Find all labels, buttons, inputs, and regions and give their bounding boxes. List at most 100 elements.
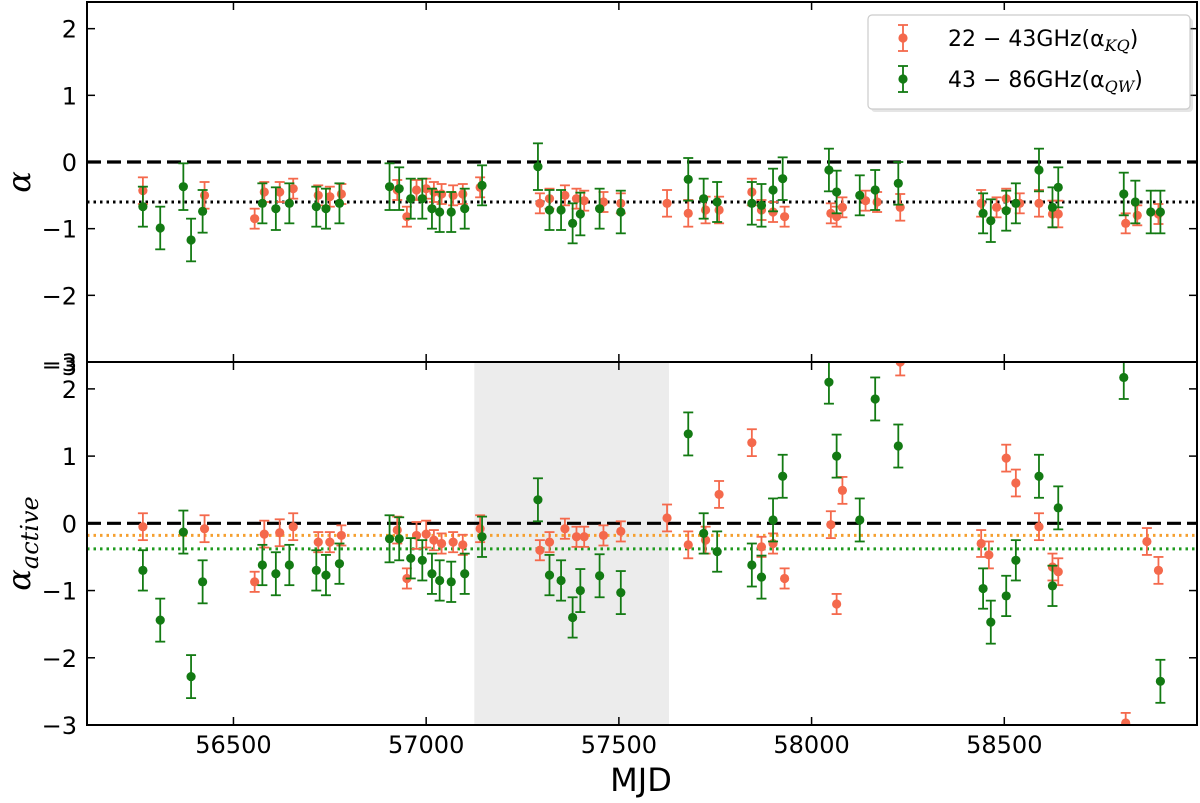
marker bbox=[544, 570, 555, 580]
marker bbox=[976, 198, 986, 208]
marker bbox=[747, 438, 757, 448]
marker bbox=[406, 194, 416, 204]
data-point bbox=[978, 192, 989, 235]
data-point bbox=[978, 567, 989, 610]
marker bbox=[860, 196, 871, 206]
data-point bbox=[534, 192, 545, 215]
data-point bbox=[895, 362, 906, 377]
marker bbox=[313, 190, 323, 200]
data-point bbox=[1001, 574, 1012, 617]
data-point bbox=[434, 559, 445, 602]
marker bbox=[257, 198, 267, 208]
data-point bbox=[428, 529, 439, 552]
data-point bbox=[1010, 468, 1021, 498]
marker bbox=[699, 194, 709, 204]
data-point bbox=[336, 524, 347, 547]
marker bbox=[832, 451, 842, 461]
marker bbox=[1146, 207, 1156, 217]
marker bbox=[756, 200, 767, 210]
data-point bbox=[1053, 485, 1064, 531]
legend: 22 − 43GHz(αKQ) 43 − 86GHz(αQW) bbox=[867, 14, 1193, 112]
marker bbox=[1001, 453, 1011, 463]
data-point bbox=[662, 503, 673, 533]
marker bbox=[1121, 218, 1131, 228]
marker bbox=[778, 471, 788, 481]
marker bbox=[712, 197, 722, 207]
data-point bbox=[1001, 443, 1012, 473]
x-tick-label: 57000 bbox=[388, 731, 464, 759]
marker bbox=[1155, 676, 1165, 686]
marker bbox=[571, 194, 582, 204]
marker bbox=[288, 184, 298, 194]
marker bbox=[284, 198, 294, 208]
marker bbox=[986, 617, 996, 627]
marker bbox=[870, 394, 880, 404]
data-point bbox=[683, 530, 694, 560]
marker bbox=[768, 185, 778, 195]
data-point bbox=[411, 521, 422, 550]
marker bbox=[855, 515, 865, 525]
marker bbox=[1053, 503, 1063, 513]
data-point bbox=[854, 174, 865, 217]
marker bbox=[870, 185, 880, 195]
marker bbox=[436, 189, 447, 199]
data-point bbox=[1120, 212, 1131, 235]
marker bbox=[991, 202, 1002, 212]
marker bbox=[427, 569, 437, 579]
marker bbox=[683, 174, 693, 184]
data-point bbox=[779, 567, 790, 590]
marker bbox=[1001, 206, 1011, 216]
marker bbox=[460, 569, 470, 579]
data-point bbox=[1141, 527, 1152, 556]
marker bbox=[978, 208, 988, 218]
marker bbox=[699, 528, 709, 539]
y-tick-label: −2 bbox=[42, 282, 77, 310]
data-point bbox=[477, 164, 488, 207]
marker bbox=[575, 585, 585, 596]
top-panel: −3 −2 −1 0 1 2 α bbox=[0, 1, 1198, 377]
data-point bbox=[756, 535, 767, 558]
marker bbox=[336, 530, 346, 541]
marker bbox=[288, 522, 298, 532]
data-point bbox=[1132, 204, 1143, 227]
data-point bbox=[421, 519, 432, 549]
data-point bbox=[662, 189, 673, 218]
marker bbox=[976, 538, 986, 549]
y-tick-label-top: −3 bbox=[42, 353, 77, 381]
data-point bbox=[976, 529, 987, 558]
marker bbox=[662, 513, 672, 523]
data-point bbox=[893, 161, 904, 206]
marker bbox=[747, 560, 757, 570]
marker bbox=[198, 577, 208, 587]
marker bbox=[1153, 565, 1164, 575]
marker bbox=[893, 441, 903, 451]
marker bbox=[321, 204, 331, 214]
marker bbox=[417, 194, 427, 204]
marker bbox=[1034, 165, 1044, 175]
data-point bbox=[249, 570, 260, 593]
marker bbox=[714, 489, 724, 500]
data-point bbox=[1033, 453, 1044, 499]
x-tick-label: 58500 bbox=[966, 731, 1042, 759]
data-point bbox=[872, 191, 883, 213]
marker bbox=[1034, 471, 1044, 481]
marker bbox=[544, 205, 555, 215]
marker bbox=[271, 569, 281, 579]
data-point bbox=[270, 186, 281, 231]
marker bbox=[832, 212, 842, 222]
marker bbox=[406, 553, 416, 563]
marker bbox=[394, 534, 404, 544]
marker bbox=[178, 527, 188, 537]
series-1 bbox=[137, 362, 1166, 704]
data-point bbox=[405, 537, 416, 580]
data-point bbox=[1033, 147, 1044, 193]
marker bbox=[595, 571, 605, 581]
x-tick-label: 56500 bbox=[195, 731, 271, 759]
data-point bbox=[457, 533, 468, 556]
data-point bbox=[459, 187, 470, 230]
marker bbox=[458, 540, 468, 550]
y-tick-label: 2 bbox=[62, 376, 77, 404]
marker bbox=[1001, 591, 1011, 601]
data-point bbox=[1155, 189, 1166, 235]
data-point bbox=[311, 549, 322, 592]
